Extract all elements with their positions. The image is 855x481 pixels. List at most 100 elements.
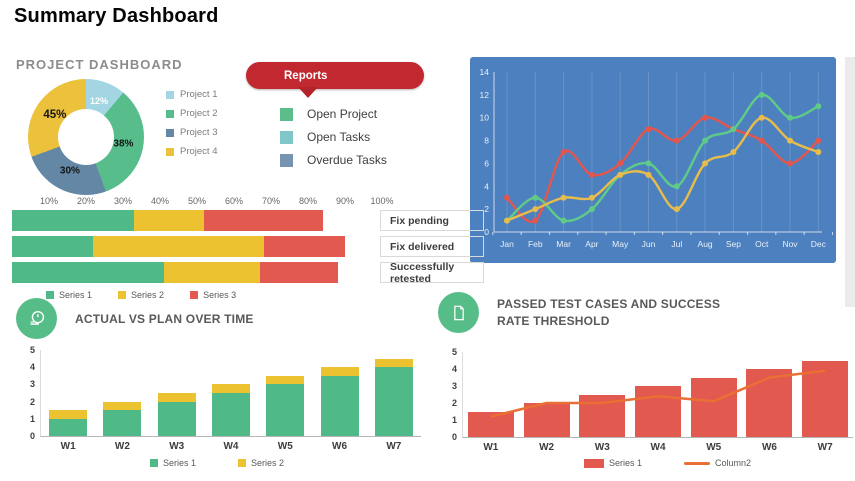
bar-w4[interactable] [211,384,250,436]
bar-segment [320,375,359,436]
x-tick-label: Mar [556,239,571,249]
legend-label: Series 2 [131,290,165,300]
legend-item: Column2 [684,458,751,468]
data-point [702,160,709,167]
passed-tests-plot[interactable]: 0 1 2 3 4 5 W1 W2 W3 W4 W5 W6 W7 [452,347,853,453]
bar-slot [41,350,95,436]
monthly-trend-plot: 0 2 4 6 8 10 12 14 Jan Feb Mar Apr May Jun Jul Aug Sep Oc… [480,67,833,249]
data-point [617,171,624,178]
bar-segment [467,411,514,437]
legend-swatch [280,107,293,121]
x-tick-label: W7 [817,442,833,453]
stacked-bar-row: Fix pending [12,210,484,231]
legend-label: Series 1 [59,290,93,300]
bar-w2[interactable] [103,401,142,436]
x-tick-label: 20% [76,196,96,206]
timer-icon [30,310,44,325]
bar-w7[interactable] [802,360,849,437]
bar-w3[interactable] [579,394,626,437]
project-dashboard-title: PROJECT DASHBOARD [16,57,183,72]
x-tick-label: Sep [726,239,741,249]
y-tick-label: 8 [484,136,489,146]
bar-w3[interactable] [157,393,196,436]
bar-w5[interactable] [266,375,305,436]
bar-segment [374,358,413,368]
x-tick-label: W2 [539,442,555,453]
legend-label: Series 3 [203,290,237,300]
bar-segment [163,262,260,283]
bar-segment [49,410,88,419]
y-tick-label: 6 [484,158,489,168]
bar-segment [374,367,413,436]
legend-label: Open Tasks [307,130,371,144]
legend-swatch [238,459,247,467]
x-tick-label: W5 [277,441,293,452]
bar-w2[interactable] [523,403,570,437]
data-point [702,137,709,144]
bar-w5[interactable] [690,377,737,437]
legend-swatch [280,153,293,167]
y-tick-label: 12 [480,90,490,100]
x-tick-label: W3 [594,442,610,453]
stacked-bar[interactable] [12,236,378,257]
data-point [617,160,624,167]
bar-segment [690,377,737,437]
reports-legend-item: Open Project [280,107,424,121]
fix-status-rows: Fix pending Fix delivered Successfully ret… [12,210,484,285]
y-tick-label: 1 [451,415,457,425]
bar-segment [263,236,345,257]
x-tick-label: 70% [261,196,281,206]
legend-label: Series 1 [609,458,643,468]
bar-segment [49,418,88,436]
x-tick-label: W3 [169,441,185,452]
y-tick-label: 3 [451,381,457,391]
bar-slot [797,352,853,437]
passed-tests-icon-circle [438,292,479,333]
donut-legend-item: Project 4 [166,146,218,157]
bar-segment [12,262,164,283]
bar-w4[interactable] [635,386,682,437]
x-tick-label: Apr [585,239,598,249]
bar-w6[interactable] [320,367,359,436]
stacked-bar[interactable] [12,262,378,283]
legend-item: Series 2 [238,458,284,468]
data-point [560,194,567,201]
legend-swatch [118,291,127,299]
x-tick-label: 80% [298,196,318,206]
project-donut-chart[interactable]: 12% 38% 30% 45% [28,79,144,195]
bar-w7[interactable] [374,358,413,436]
data-point [532,194,539,201]
x-tick-label: Aug [698,239,713,249]
actual-vs-plan-header: ACTUAL VS PLAN OVER TIME [16,298,254,339]
actual-vs-plan-plot[interactable]: 0 1 2 3 4 5 W1 W2 W3 W4 W5 W6 W7 [30,345,421,452]
reports-ribbon[interactable]: Reports [246,62,424,98]
data-point [702,114,709,121]
bar-w1[interactable] [467,411,514,437]
y-tick-label: 0 [451,432,457,442]
monthly-trend-chart[interactable]: 0 2 4 6 8 10 12 14 Jan Feb Mar Apr May Jun Jul Aug Sep Oc… [470,57,836,263]
x-tick-label: Dec [811,239,827,249]
page-title: Summary Dashboard [14,5,219,27]
bar-w6[interactable] [746,369,793,437]
donut-value-label: 30% [59,165,80,177]
legend-label: Project 1 [180,89,218,100]
stacked-bar[interactable] [12,210,378,231]
legend-label: Project 4 [180,146,218,157]
bar-w1[interactable] [49,410,88,436]
donut-value-label: 45% [43,109,67,122]
x-tick-label: W1 [483,442,499,453]
passed-tests-header: PASSED TEST CASES AND SUCCESS RATE THRES… [438,292,747,333]
bar-segment [802,360,849,437]
actual-vs-plan-legend: Series 1 Series 2 [150,458,284,468]
fix-status-chart: 10% 20% 30% 40% 50% 60% 70% 80% 90% 100% Fix pend… [12,196,484,300]
fix-status-legend: Series 1 Series 2 Series 3 [46,290,484,300]
ribbon-tail [298,87,318,98]
reports-ribbon-label: Reports [284,69,328,82]
legend-swatch [684,461,711,465]
legend-item: Series 1 [584,458,642,468]
legend-item: Series 3 [190,290,236,300]
x-tick-label: W6 [761,442,777,453]
bar-segment [211,384,250,393]
legend-label: Overdue Tasks [307,153,387,167]
